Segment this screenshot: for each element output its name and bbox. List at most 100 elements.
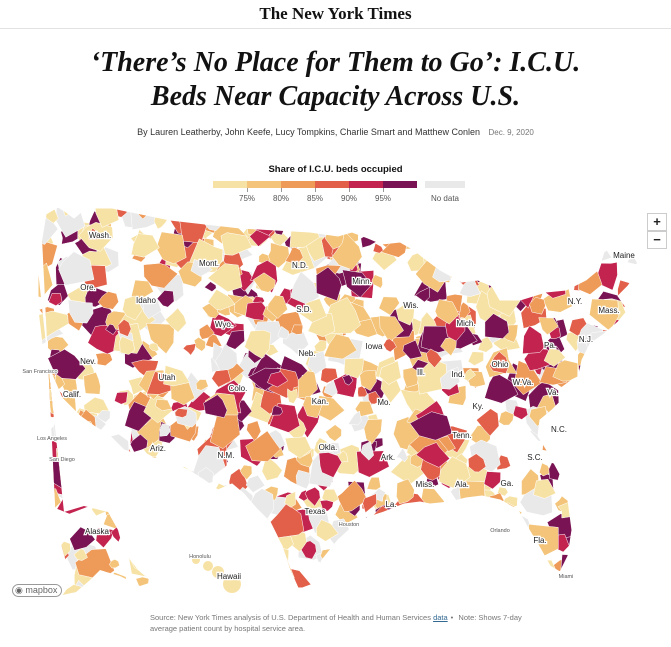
service-area bbox=[579, 419, 613, 449]
state-label: Ark. bbox=[381, 453, 395, 462]
source-data-link[interactable]: data bbox=[433, 613, 448, 622]
service-area bbox=[67, 492, 80, 502]
service-area bbox=[86, 440, 110, 462]
service-area bbox=[497, 226, 528, 254]
service-area bbox=[575, 446, 586, 460]
legend-tick-label: 95% bbox=[374, 194, 392, 203]
service-area bbox=[486, 552, 502, 568]
service-area bbox=[114, 391, 128, 405]
legend-tick bbox=[281, 188, 282, 192]
service-area bbox=[617, 452, 635, 472]
service-area bbox=[190, 502, 226, 531]
state-label: Ind. bbox=[451, 370, 464, 379]
service-area bbox=[473, 223, 497, 250]
service-area bbox=[543, 262, 561, 281]
service-area bbox=[185, 501, 199, 513]
service-area bbox=[391, 207, 405, 217]
service-area bbox=[371, 274, 383, 289]
service-area bbox=[123, 536, 141, 553]
service-area bbox=[167, 466, 196, 494]
service-area bbox=[520, 217, 555, 250]
state-label: Nev. bbox=[80, 357, 96, 366]
service-area bbox=[103, 470, 123, 493]
us-icu-occupancy-map[interactable]: Wash. Mont. N.D. Minn. Ore. Idaho S.D. Wis. Mich… bbox=[0, 200, 671, 610]
city-label: Orlando bbox=[490, 528, 510, 534]
service-area bbox=[606, 547, 620, 559]
service-area bbox=[538, 317, 559, 336]
service-area bbox=[385, 209, 423, 244]
legend-tick bbox=[349, 188, 350, 192]
state-label: Alaska bbox=[85, 527, 110, 536]
service-area bbox=[95, 352, 113, 366]
service-area bbox=[94, 207, 120, 228]
service-area bbox=[156, 466, 180, 503]
service-area bbox=[135, 537, 159, 565]
service-area bbox=[584, 371, 608, 396]
service-area bbox=[201, 506, 221, 520]
service-area bbox=[215, 591, 228, 596]
service-area bbox=[119, 336, 136, 355]
service-area bbox=[599, 398, 620, 425]
service-area bbox=[586, 344, 606, 366]
service-area bbox=[486, 502, 517, 526]
service-area bbox=[590, 380, 606, 392]
service-area bbox=[363, 418, 383, 445]
service-area bbox=[492, 228, 510, 258]
service-area bbox=[392, 213, 420, 241]
service-area bbox=[194, 337, 206, 352]
service-area bbox=[67, 299, 94, 324]
state-label: Mont. bbox=[199, 259, 219, 268]
service-area bbox=[498, 410, 515, 426]
service-area bbox=[632, 307, 640, 321]
service-area bbox=[619, 217, 630, 231]
zoom-out-button[interactable]: − bbox=[647, 231, 667, 249]
service-area bbox=[503, 598, 519, 610]
service-area bbox=[270, 231, 289, 246]
service-area bbox=[375, 575, 409, 596]
service-area bbox=[225, 330, 245, 350]
state-label: Ore. bbox=[80, 283, 96, 292]
service-area bbox=[245, 430, 281, 462]
state-label: Calif. bbox=[63, 390, 81, 399]
nyt-masthead[interactable]: The New York Times bbox=[259, 4, 412, 23]
service-area bbox=[530, 258, 549, 276]
service-area bbox=[468, 453, 487, 473]
state-label: N.J. bbox=[579, 335, 593, 344]
state-label: Kan. bbox=[312, 397, 328, 406]
service-area bbox=[111, 471, 141, 503]
service-area bbox=[89, 454, 132, 484]
state-label: N.M. bbox=[218, 451, 235, 460]
service-area bbox=[415, 442, 451, 468]
service-area bbox=[462, 233, 486, 259]
service-area bbox=[572, 207, 602, 221]
service-area bbox=[592, 589, 620, 596]
legend-swatch bbox=[315, 181, 349, 188]
service-area bbox=[125, 494, 146, 512]
service-area bbox=[357, 385, 368, 398]
service-area bbox=[512, 405, 529, 420]
service-area bbox=[258, 531, 277, 554]
service-area bbox=[362, 557, 390, 585]
service-area bbox=[601, 550, 611, 565]
zoom-in-button[interactable]: + bbox=[647, 213, 667, 231]
mapbox-attribution[interactable]: ◉ mapbox bbox=[12, 584, 63, 597]
service-area bbox=[83, 371, 101, 395]
legend-swatch bbox=[213, 181, 247, 188]
service-area bbox=[347, 410, 362, 426]
service-area bbox=[314, 340, 327, 353]
service-area bbox=[149, 342, 160, 352]
service-area bbox=[575, 463, 586, 477]
service-area bbox=[429, 504, 451, 528]
service-area bbox=[160, 525, 179, 545]
hawaii-island bbox=[203, 561, 213, 571]
service-area bbox=[593, 418, 610, 433]
service-area bbox=[117, 452, 134, 466]
service-area bbox=[484, 224, 503, 238]
legend-swatch bbox=[247, 181, 281, 188]
service-area bbox=[163, 516, 197, 544]
service-area bbox=[245, 583, 263, 596]
service-area bbox=[476, 408, 500, 437]
service-area bbox=[482, 594, 499, 596]
service-area bbox=[385, 597, 399, 610]
service-area bbox=[290, 324, 304, 335]
